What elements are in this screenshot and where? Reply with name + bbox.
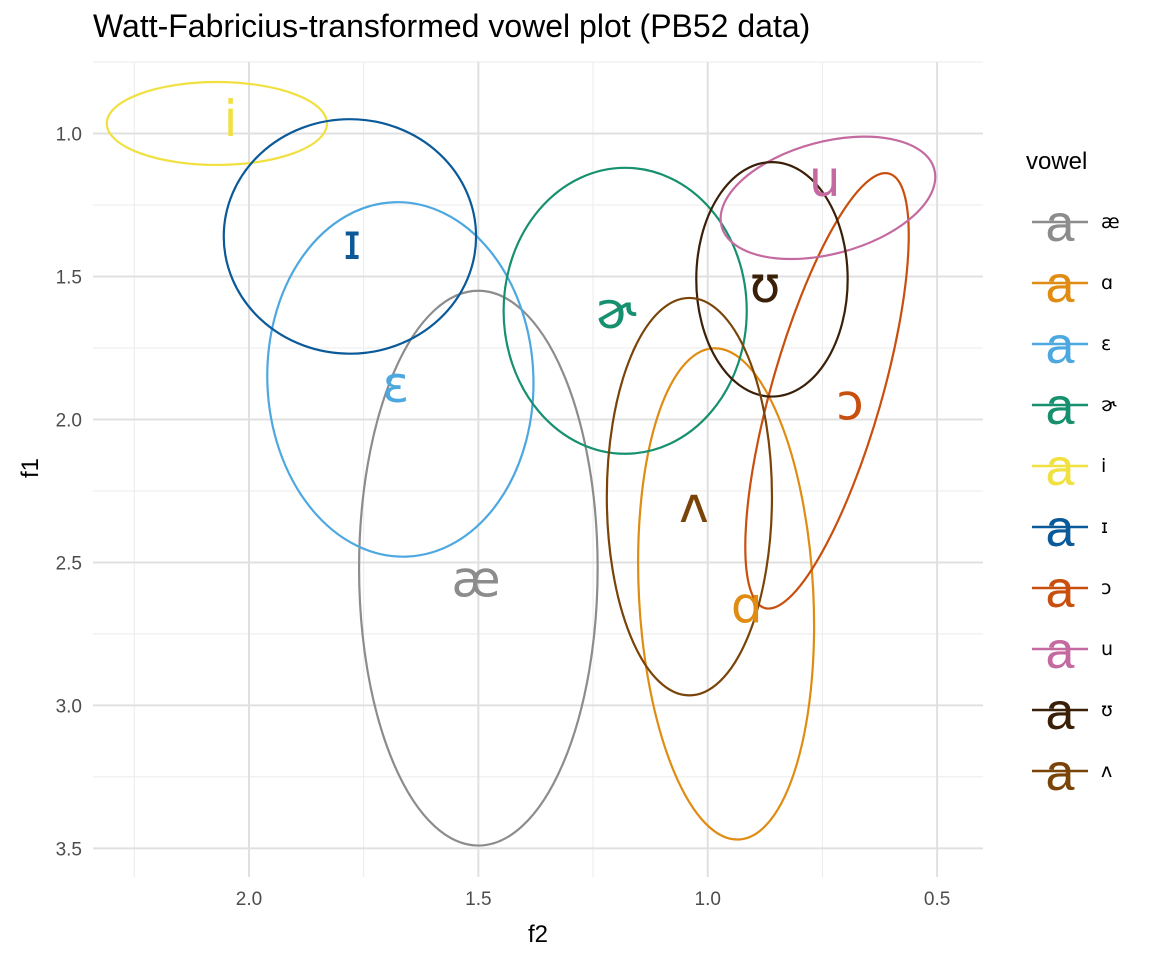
grid [93,61,983,877]
legend-label: ʊ [1101,699,1113,721]
ellipses [105,80,937,847]
y-tick-label: 3.5 [56,839,82,860]
ellipse-ɚ [502,166,748,455]
y-tick-label: 2.0 [56,410,82,431]
x-tick-label: 1.0 [695,889,721,910]
x-tick-label: 2.0 [236,889,262,910]
legend-key-glyph: a [1046,256,1075,314]
legend-label: i [1101,455,1106,477]
vowel-label-ɪ: ɪ [343,213,362,271]
ellipse-ɛ [266,201,535,558]
legend-key-glyph: a [1046,195,1075,253]
legend-label: ɛ [1101,333,1111,355]
legend-key-glyph: a [1046,317,1075,375]
legend-key-glyph: a [1046,439,1075,497]
legend-key-glyph: a [1046,683,1075,741]
axis-ticks: 2.0 1.5 1.0 0.5 1.0 1.5 2.0 2.5 3.0 3.5 [56,124,951,910]
y-tick-label: 2.5 [56,553,82,574]
vowel-label-ɑ: ɑ [731,576,763,634]
ellipse-ɔ [744,172,910,610]
legend-key-glyph: a [1046,500,1075,558]
legend-label: æ [1101,211,1120,233]
ellipse-æ [357,289,599,847]
vowel-label-ɚ: ɚ [596,282,637,340]
x-tick-label: 0.5 [924,889,950,910]
chart-title: Watt-Fabricius-transformed vowel plot (P… [93,8,811,44]
legend-label: ʌ [1101,760,1112,782]
vowel-label-ɔ: ɔ [836,373,863,431]
legend: vowel a æ a ɑ a ɛ a ɚ a i a ɪ a ɔ a u a ʊ a ʌ [1026,148,1120,802]
legend-label: ɪ [1101,516,1108,538]
legend-key-glyph: a [1046,622,1075,680]
legend-label: ɚ [1101,394,1117,416]
vowel-label-æ: æ [452,551,501,609]
vowel-label-ʌ: ʌ [679,476,709,534]
legend-key-glyph: a [1046,378,1075,436]
legend-key-glyph: a [1046,561,1075,619]
y-tick-label: 1.0 [56,124,82,145]
ellipse-i [105,80,329,167]
vowel-label-i: i [224,90,238,148]
legend-label: ɑ [1101,272,1113,294]
legend-label: u [1101,638,1113,660]
ellipse-ɑ [637,347,816,841]
vowel-label-ʊ: ʊ [750,256,781,314]
y-tick-label: 1.5 [56,267,82,288]
vowel-label-ɛ: ɛ [382,356,409,414]
x-tick-label: 1.5 [465,889,491,910]
legend-label: ɔ [1101,577,1111,599]
ellipse-ʌ [605,296,774,697]
ellipse-ʊ [695,160,849,398]
y-tick-label: 3.0 [56,696,82,717]
y-axis-title: f1 [17,458,44,478]
x-axis-title: f2 [528,921,548,948]
legend-key-glyph: a [1046,744,1075,802]
vowel-labels: æ ɑ ɛ ɚ i ɪ ɔ uʊ ʌ [224,90,864,634]
legend-title: vowel [1026,148,1087,175]
ellipse-ɪ [222,118,478,355]
ellipse-u [719,135,937,261]
vowel-label-u: u [809,150,841,208]
